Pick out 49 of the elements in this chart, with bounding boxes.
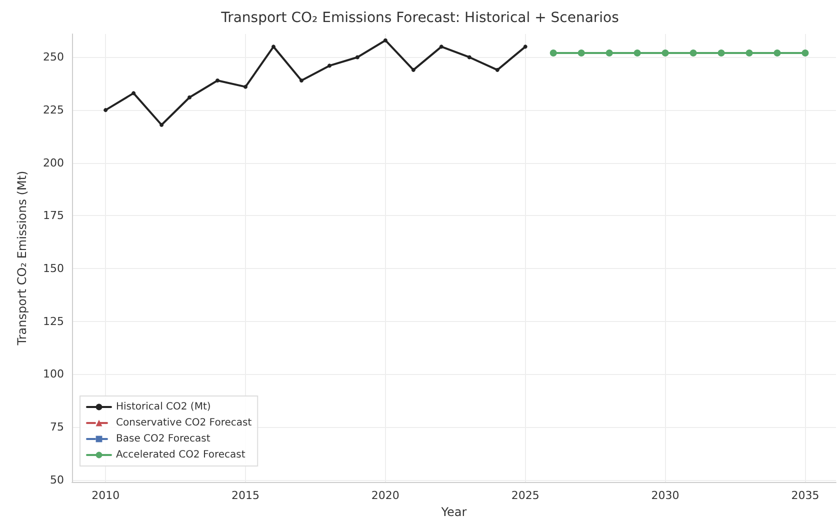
point	[578, 50, 585, 57]
legend-label: Historical CO2 (Mt)	[116, 402, 211, 412]
point	[299, 78, 304, 82]
point	[495, 68, 500, 72]
y-tick-label: 175	[43, 209, 64, 222]
point	[272, 44, 276, 49]
x-tick-label: 2030	[651, 489, 680, 502]
point	[188, 95, 192, 100]
point	[383, 38, 388, 42]
point	[690, 50, 697, 57]
point	[523, 44, 528, 49]
legend-label: Base CO2 Forecast	[116, 434, 210, 444]
point	[662, 50, 669, 57]
y-tick-label: 200	[43, 156, 64, 170]
x-tick-label: 2020	[371, 489, 400, 502]
chart-title: Transport CO₂ Emissions Forecast: Historical + Scenarios	[220, 10, 619, 26]
point	[439, 44, 444, 49]
point	[327, 64, 332, 68]
point	[550, 50, 557, 57]
point	[244, 84, 248, 89]
point	[802, 50, 809, 57]
point	[160, 122, 164, 127]
point	[774, 50, 781, 57]
y-axis-title: Transport CO₂ Emissions (Mt)	[15, 170, 29, 346]
line-series	[104, 38, 528, 127]
point	[216, 78, 220, 82]
point	[411, 68, 416, 72]
y-tick-label: 150	[43, 262, 64, 276]
point	[606, 50, 613, 57]
y-tick-label: 125	[43, 314, 64, 328]
y-tick-label: 50	[50, 473, 64, 486]
legend-label: Accelerated CO2 Forecast	[116, 450, 246, 460]
point	[467, 55, 472, 60]
point	[634, 50, 641, 57]
y-tick-label: 100	[43, 368, 64, 381]
legend-label: Conservative CO2 Forecast	[116, 418, 252, 428]
point	[746, 50, 753, 57]
point	[355, 55, 360, 60]
x-axis-title: Year	[440, 505, 467, 519]
x-tick-label: 2025	[511, 489, 540, 502]
point	[132, 91, 136, 96]
point	[104, 108, 108, 112]
y-tick-label: 75	[50, 420, 64, 434]
x-tick-label: 2035	[791, 489, 820, 502]
point	[718, 50, 725, 57]
x-tick-label: 2015	[232, 489, 260, 502]
y-tick-label: 225	[43, 104, 64, 117]
y-tick-label: 250	[43, 50, 64, 64]
x-tick-label: 2010	[92, 489, 120, 502]
